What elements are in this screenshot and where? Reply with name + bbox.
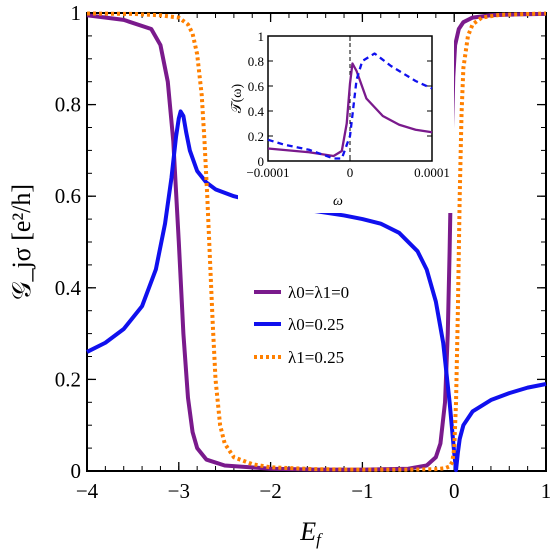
x-tick-label: 1: [541, 479, 552, 503]
x-tick-label: −3: [168, 479, 190, 503]
legend-label-2: λ1=0.25: [288, 348, 344, 367]
x-tick-label: −4: [76, 479, 99, 503]
x-axis-title: Ef: [299, 517, 323, 549]
x-tick-label: 0: [449, 479, 460, 503]
x-tick-label: −1: [351, 479, 373, 503]
inset-y-axis-title: 𝒯(ω): [230, 84, 245, 114]
inset-y-tick-label: 0.4: [248, 104, 265, 119]
inset-x-tick-label: 0: [347, 165, 354, 180]
inset-x-tick-label: 0.0001: [414, 165, 450, 180]
y-tick-label: 0.2: [55, 367, 81, 391]
legend: λ0=λ1=0 λ0=0.25 λ1=0.25: [254, 283, 349, 367]
inset-x-axis-title: ω: [333, 194, 343, 209]
y-tick-label: 1: [71, 1, 82, 25]
inset-series-line-0: [267, 62, 433, 158]
legend-label-1: λ0=0.25: [288, 315, 344, 334]
inset-x-tick-label: −0.0001: [246, 165, 289, 180]
inset-y-tick-label: 0.2: [248, 129, 264, 144]
inset-series-line-1: [267, 52, 433, 160]
y-tick-label: 0.4: [55, 276, 82, 300]
inset-y-tick-label: 0.8: [248, 54, 264, 69]
y-axis-title: 𝒢_jσ [e²/h]: [7, 184, 36, 300]
y-tick-label: 0: [71, 459, 82, 483]
inset-y-tick-label: 0: [258, 154, 265, 169]
legend-label-0: λ0=λ1=0: [288, 283, 349, 302]
x-axis-title-subscript: f: [316, 530, 323, 549]
y-tick-label: 0.8: [55, 93, 81, 117]
main-chart: −4 −3 −2 −1 0 1 0 0.2 0.4 0.6 0.8 1 Ef 𝒢_jσ [e²/h]: [7, 1, 551, 549]
x-tick-label: −2: [259, 479, 281, 503]
inset-y-tick-label: 1: [258, 29, 265, 44]
y-tick-label: 0.6: [55, 184, 81, 208]
inset-y-tick-label: 0.6: [248, 79, 265, 94]
